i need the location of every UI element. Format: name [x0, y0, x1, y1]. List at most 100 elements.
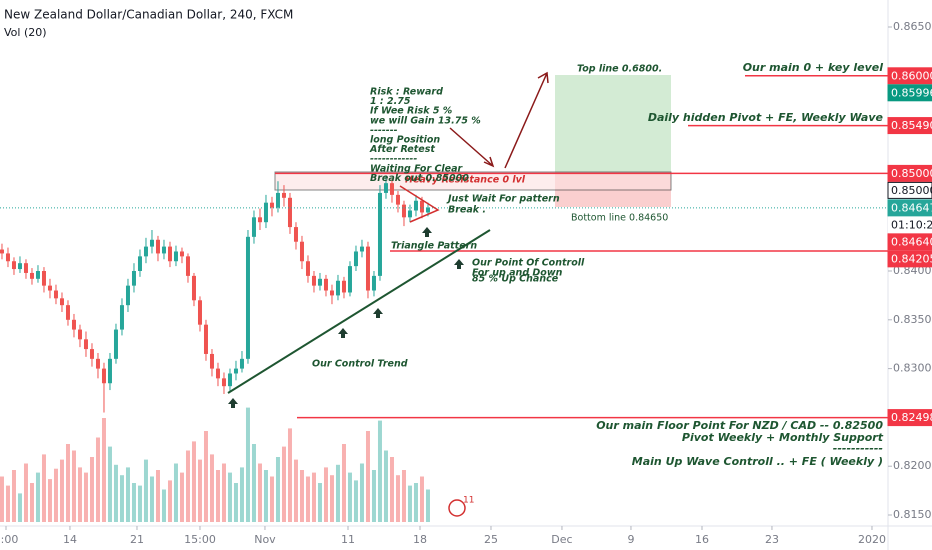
risk-note: Break out 0.85000	[370, 173, 469, 184]
volume-bar	[161, 489, 166, 522]
candle-body	[377, 192, 382, 276]
candle-body	[305, 261, 310, 276]
risk-note: we will Gain 13.75 %	[370, 115, 481, 126]
candle-body	[167, 246, 172, 262]
annotation: Our main 0 + key level	[743, 61, 884, 74]
candle-body	[239, 358, 244, 369]
candle-body	[251, 217, 256, 237]
price-label-box	[887, 233, 932, 251]
volume-bar	[317, 483, 322, 522]
candle-body	[221, 378, 226, 387]
candle-body	[23, 263, 28, 273]
annotation: Triangle Pattern	[391, 241, 477, 252]
candle-body	[47, 285, 52, 291]
badge-count: 11	[463, 496, 474, 506]
volume-bar	[125, 467, 130, 522]
volume-bar	[185, 450, 190, 522]
x-tick-label: 11	[341, 533, 355, 546]
volume-bar	[197, 459, 202, 522]
volume-bar	[347, 472, 352, 522]
price-label: 0.84647	[891, 201, 932, 214]
volume-bar	[59, 459, 64, 522]
price-axis: 0.865000.860000.855000.850000.845000.840…	[0, 20, 932, 546]
annotation: Pivot Weekly + Monthly Support	[682, 431, 884, 444]
volume-bar	[233, 483, 238, 522]
risk-note: If Wee Risk 5 %	[370, 106, 452, 117]
candle-body	[41, 271, 46, 286]
candle-body	[173, 251, 178, 262]
volume-bar	[5, 485, 10, 522]
up-arrows	[228, 227, 464, 408]
candle-body	[329, 290, 334, 296]
risk-note: Waiting For Clear	[370, 163, 464, 174]
volume-bar	[143, 459, 148, 522]
volume-bar	[167, 480, 172, 522]
volume-bar	[173, 463, 178, 522]
candle-body	[263, 202, 268, 223]
volume-bar	[263, 470, 268, 522]
candle-body	[143, 246, 148, 257]
candle-body	[359, 246, 364, 252]
volume-bar	[383, 450, 388, 522]
trend-line	[227, 229, 491, 394]
candle-body	[83, 339, 88, 350]
annotation: 85 % Up Chance	[472, 274, 559, 285]
volume-bar	[0, 476, 4, 522]
candle-body	[395, 194, 400, 205]
volume-bar	[113, 464, 118, 522]
volume-bar	[395, 475, 400, 522]
volume-bar	[275, 457, 280, 522]
candle-body	[59, 298, 64, 306]
volume-bar	[329, 475, 334, 522]
volume-bar	[269, 476, 274, 522]
volume-bar	[41, 454, 46, 522]
volume-bar	[341, 444, 346, 522]
annotation: Our main Floor Point For NZD / CAD -- 0.…	[596, 419, 883, 432]
candle-body	[77, 329, 82, 340]
x-tick-label: 15:00	[184, 533, 216, 546]
price-label: 0.86000	[891, 69, 932, 82]
volume-bar	[221, 463, 226, 522]
candle-body	[383, 183, 388, 193]
countdown-box	[888, 216, 932, 233]
volume-bar	[359, 463, 364, 522]
candle-body	[0, 249, 4, 254]
volume-bar	[89, 457, 94, 522]
risk-note: After Retest	[369, 144, 435, 155]
risk-note: -------	[370, 125, 398, 136]
candle-body	[335, 280, 340, 296]
candle-body	[191, 275, 196, 301]
candle-body	[179, 251, 184, 257]
volume-bar	[119, 475, 124, 522]
annotation: Daily hidden Pivot + FE, Weekly Wave	[648, 111, 884, 124]
volume-bar	[149, 476, 154, 522]
candle-body	[125, 285, 130, 306]
candle-body	[65, 305, 70, 320]
volume-bar	[179, 472, 184, 522]
volume-bar	[131, 483, 136, 522]
volume-bar	[155, 470, 160, 522]
candle-body	[257, 217, 262, 223]
candle-body	[353, 251, 358, 267]
price-label: 0.85490	[891, 119, 932, 132]
candle-body	[311, 275, 316, 286]
candle-body	[281, 192, 286, 198]
volume-bar	[245, 407, 250, 522]
candle-body	[107, 358, 112, 384]
annotation: Top line 0.6800.	[577, 64, 662, 75]
candle-body	[413, 200, 418, 211]
candle-body	[227, 373, 232, 387]
volume-bar	[209, 454, 214, 522]
volume-bar	[95, 437, 100, 522]
candle-body	[149, 239, 154, 247]
candle-body	[89, 349, 94, 359]
volume-bar	[101, 418, 106, 522]
price-label: 0.84205	[891, 252, 932, 265]
price-label: 0.85000	[891, 184, 932, 197]
volume-bar	[293, 459, 298, 522]
candle-body	[155, 239, 160, 254]
